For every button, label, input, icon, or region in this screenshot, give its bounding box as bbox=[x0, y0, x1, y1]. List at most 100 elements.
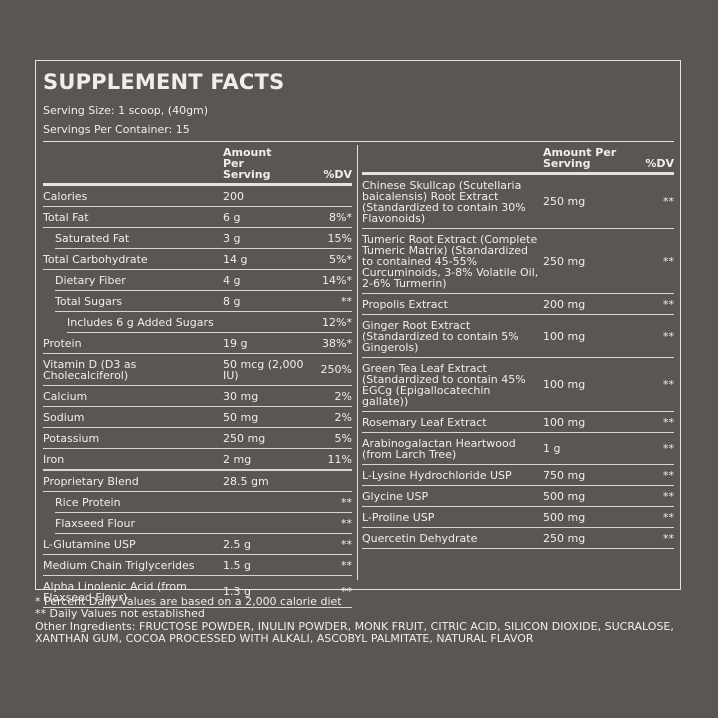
nutrient-name: L-Glutamine USP bbox=[43, 537, 136, 551]
serving-size: Serving Size: 1 scoop, (40gm) bbox=[43, 104, 209, 117]
nutrient-amount: 250 mg bbox=[543, 531, 586, 545]
nutrient-dv: ** bbox=[663, 329, 674, 343]
table-header: Amount Per Serving %DV bbox=[362, 147, 674, 175]
nutrient-dv: 38%* bbox=[322, 336, 352, 350]
nutrient-amount: 14 g bbox=[223, 252, 248, 266]
column-divider bbox=[357, 145, 358, 580]
nutrient-name: Ginger Root Extract (Standardized to con… bbox=[362, 318, 519, 354]
nutrient-dv: 11% bbox=[327, 452, 352, 466]
nutrient-name: Alpha Linolenic Acid (from Flaxseed Flou… bbox=[43, 579, 187, 604]
dv-header: %DV bbox=[645, 157, 674, 170]
nutrient-name: Glycine USP bbox=[362, 489, 429, 503]
nutrient-dv: ** bbox=[341, 537, 352, 551]
nutrient-row: Potassium 250 mg 5% bbox=[43, 428, 352, 449]
nutrient-row: Flaxseed Flour ** bbox=[55, 513, 352, 534]
nutrient-name: Arabinogalactan Heartwood (from Larch Tr… bbox=[362, 436, 516, 461]
left-table: Amount Per Serving %DV Calories 200 Total Fa… bbox=[43, 147, 352, 608]
nutrient-amount: 250 mg bbox=[543, 195, 586, 208]
nutrient-name: Dietary Fiber bbox=[55, 273, 126, 287]
nutrient-name: Total Sugars bbox=[55, 294, 123, 308]
nutrient-amount: 30 mg bbox=[223, 389, 259, 403]
nutrient-row: Arabinogalactan Heartwood (from Larch Tr… bbox=[362, 433, 674, 465]
nutrient-dv: ** bbox=[663, 489, 674, 503]
nutrient-name: Protein bbox=[43, 336, 82, 350]
nutrient-row: L-Lysine Hydrochloride USP 750 mg ** bbox=[362, 465, 674, 486]
nutrient-dv: 8%* bbox=[329, 210, 352, 224]
nutrient-dv: ** bbox=[663, 442, 674, 455]
footnote: * Percent Daily Values are based on a 2,… bbox=[35, 595, 342, 608]
nutrient-amount: 3 g bbox=[223, 231, 241, 245]
nutrient-row: Tumeric Root Extract (Complete Tumeric M… bbox=[362, 229, 674, 294]
nutrient-dv: 5% bbox=[334, 431, 352, 445]
nutrient-amount: 1 g bbox=[543, 442, 561, 455]
nutrient-name: Calcium bbox=[43, 389, 88, 403]
nutrient-row: Proprietary Blend 28.5 gm bbox=[43, 471, 352, 492]
nutrient-name: Saturated Fat bbox=[55, 231, 130, 245]
nutrient-amount: 19 g bbox=[223, 336, 248, 350]
nutrient-dv: 12%* bbox=[322, 315, 352, 329]
nutrient-amount: 2 mg bbox=[223, 452, 252, 466]
nutrient-row: Ginger Root Extract (Standardized to con… bbox=[362, 315, 674, 358]
nutrient-dv: ** bbox=[663, 378, 674, 391]
nutrient-row: Iron 2 mg 11% bbox=[43, 449, 352, 471]
table-header: Amount Per Serving %DV bbox=[43, 147, 352, 186]
nutrient-dv: ** bbox=[341, 294, 352, 308]
nutrient-amount: 100 mg bbox=[543, 415, 586, 429]
footnotes: * Percent Daily Values are based on a 2,… bbox=[35, 596, 675, 645]
nutrient-row: Quercetin Dehydrate 250 mg ** bbox=[362, 528, 674, 549]
nutrient-row: Total Sugars 8 g ** bbox=[55, 291, 352, 312]
nutrient-row: Rosemary Leaf Extract 100 mg ** bbox=[362, 412, 674, 433]
nutrient-amount: 2.5 g bbox=[223, 537, 251, 551]
nutrient-name: Vitamin D (D3 as Cholecalciferol) bbox=[43, 357, 137, 382]
nutrient-row: Vitamin D (D3 as Cholecalciferol) 50 mcg … bbox=[43, 354, 352, 386]
nutrient-row: Saturated Fat 3 g 15% bbox=[55, 228, 352, 249]
nutrient-name: Quercetin Dehydrate bbox=[362, 531, 478, 545]
nutrient-amount: 200 bbox=[223, 189, 244, 203]
nutrient-amount: 6 g bbox=[223, 210, 241, 224]
nutrient-amount: 8 g bbox=[223, 294, 241, 308]
right-table: Amount Per Serving %DV Chinese Skullcap (S… bbox=[362, 147, 674, 549]
nutrient-dv: 14%* bbox=[322, 273, 352, 287]
label-border bbox=[35, 60, 681, 590]
nutrient-amount: 100 mg bbox=[543, 378, 586, 391]
nutrient-name: Total Carbohydrate bbox=[43, 252, 148, 266]
nutrient-dv: ** bbox=[341, 585, 352, 598]
nutrient-dv: ** bbox=[663, 254, 674, 268]
nutrient-row: Alpha Linolenic Acid (from Flaxseed Flou… bbox=[43, 576, 352, 608]
nutrient-row: Dietary Fiber 4 g 14%* bbox=[55, 270, 352, 291]
nutrient-amount: 50 mg bbox=[223, 410, 259, 424]
nutrient-amount: 100 mg bbox=[543, 329, 586, 343]
nutrient-name: Iron bbox=[43, 452, 65, 466]
nutrient-amount: 1.3 g bbox=[223, 585, 251, 598]
nutrient-name: Includes 6 g Added Sugars bbox=[67, 315, 214, 329]
nutrient-name: Propolis Extract bbox=[362, 297, 448, 311]
nutrient-row: Rice Protein ** bbox=[55, 492, 352, 513]
dv-header: %DV bbox=[323, 168, 352, 181]
nutrient-row: L-Proline USP 500 mg ** bbox=[362, 507, 674, 528]
nutrient-amount: 28.5 gm bbox=[223, 474, 269, 488]
nutrient-dv: ** bbox=[663, 415, 674, 429]
nutrient-row: Total Carbohydrate 14 g 5%* bbox=[43, 249, 352, 270]
nutrient-amount: 50 mcg (2,000 IU) bbox=[223, 357, 304, 382]
nutrient-dv: 2% bbox=[334, 389, 352, 403]
footnote: ** Daily Values not established bbox=[35, 607, 205, 620]
nutrient-name: Tumeric Root Extract (Complete Tumeric M… bbox=[362, 232, 539, 290]
nutrient-name: Green Tea Leaf Extract (Standardized to … bbox=[362, 361, 526, 408]
nutrient-name: Calories bbox=[43, 189, 88, 203]
nutrient-amount: 1.5 g bbox=[223, 558, 251, 572]
amount-header: Amount Per Serving bbox=[223, 146, 272, 181]
nutrient-row: Propolis Extract 200 mg ** bbox=[362, 294, 674, 315]
nutrient-name: Flaxseed Flour bbox=[55, 516, 135, 530]
nutrient-dv: ** bbox=[663, 468, 674, 482]
nutrient-dv: ** bbox=[663, 297, 674, 311]
nutrient-row: Medium Chain Triglycerides 1.5 g ** bbox=[43, 555, 352, 576]
nutrient-name: L-Proline USP bbox=[362, 510, 435, 524]
nutrient-name: Rosemary Leaf Extract bbox=[362, 415, 487, 429]
nutrient-row: Calories 200 bbox=[43, 186, 352, 207]
nutrient-name: Total Fat bbox=[43, 210, 89, 224]
nutrient-row: Chinese Skullcap (Scutellaria baicalensi… bbox=[362, 175, 674, 229]
nutrient-name: Chinese Skullcap (Scutellaria baicalensi… bbox=[362, 178, 526, 225]
nutrient-name: Proprietary Blend bbox=[43, 474, 139, 488]
nutrient-name: Potassium bbox=[43, 431, 100, 445]
